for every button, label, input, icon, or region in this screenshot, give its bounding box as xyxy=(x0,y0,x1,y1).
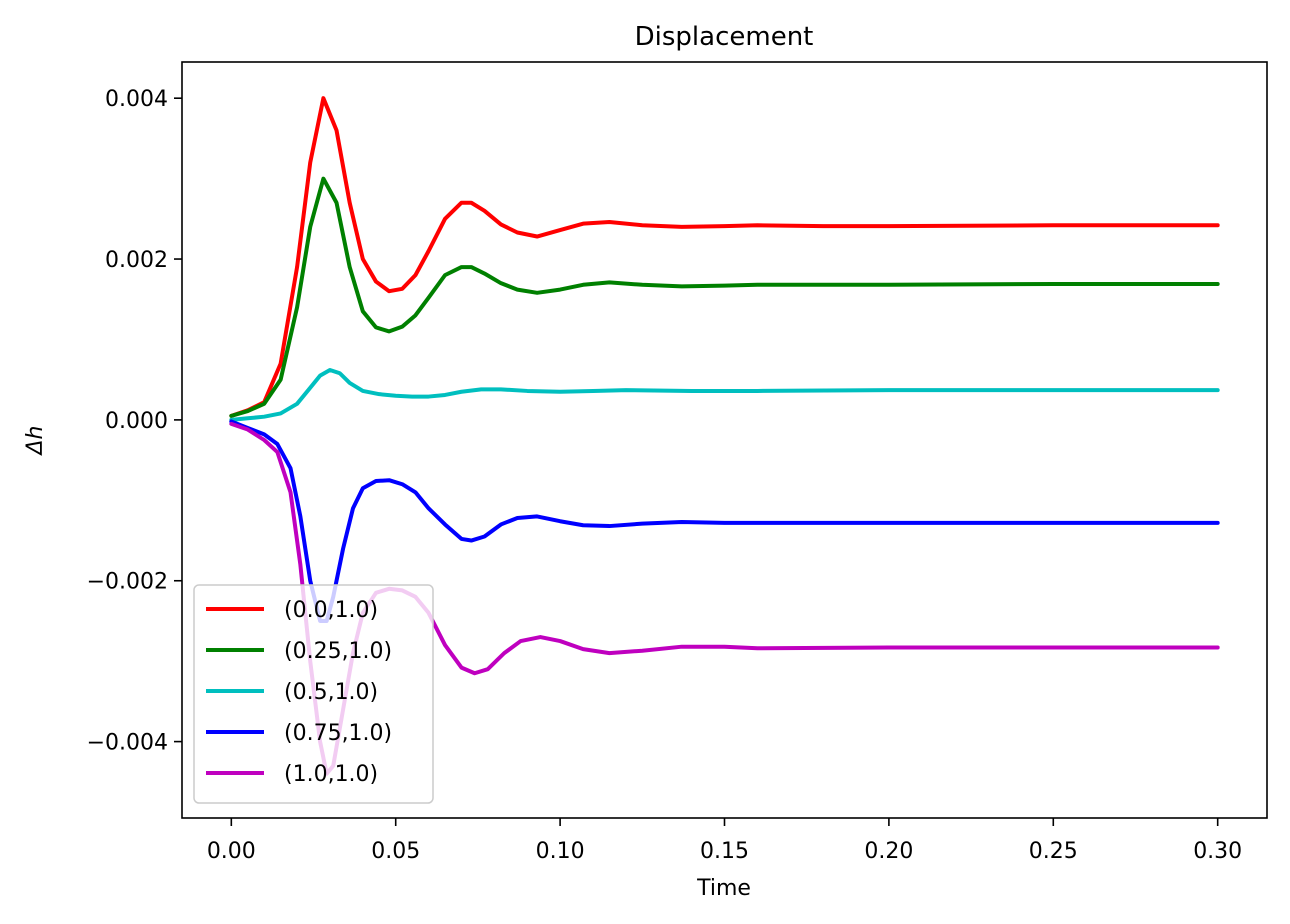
legend: (0.0,1.0) (0.25,1.0) (0.5,1.0) (0.75,1.0) (1… xyxy=(193,584,434,804)
legend-label: (0.0,1.0) xyxy=(284,598,378,623)
legend-label: (0.5,1.0) xyxy=(284,680,378,705)
legend-label: (0.25,1.0) xyxy=(284,639,392,664)
series-line-3 xyxy=(229,419,1220,623)
series-line-0 xyxy=(229,96,1220,418)
chart-title: Displacement xyxy=(635,22,814,52)
x-tick-label: 0.25 xyxy=(1029,839,1078,864)
y-tick-label: 0.002 xyxy=(105,248,168,273)
x-tick-label: 0.20 xyxy=(864,839,913,864)
x-tick-label: 0.10 xyxy=(536,839,585,864)
series-line-2 xyxy=(229,368,1220,422)
x-tick-label: 0.05 xyxy=(371,839,420,864)
series-layer xyxy=(229,96,1220,776)
legend-box xyxy=(193,584,434,804)
y-tick-label: −0.004 xyxy=(87,731,168,756)
y-axis-label: Δh xyxy=(23,426,48,457)
x-tick-label: 0.30 xyxy=(1193,839,1242,864)
x-axis-label: Time xyxy=(696,876,751,901)
legend-label: (0.75,1.0) xyxy=(284,721,392,746)
y-axis: −0.004 −0.002 0.000 0.002 0.004 xyxy=(87,87,182,756)
x-axis: 0.00 0.05 0.10 0.15 0.20 0.25 0.30 xyxy=(207,818,1242,864)
y-tick-label: −0.002 xyxy=(87,570,168,595)
x-tick-label: 0.00 xyxy=(207,839,256,864)
series-line-1 xyxy=(229,176,1220,418)
y-tick-label: 0.000 xyxy=(105,409,168,434)
legend-label: (1.0,1.0) xyxy=(284,762,378,787)
x-tick-label: 0.15 xyxy=(700,839,749,864)
y-tick-label: 0.004 xyxy=(105,87,168,112)
